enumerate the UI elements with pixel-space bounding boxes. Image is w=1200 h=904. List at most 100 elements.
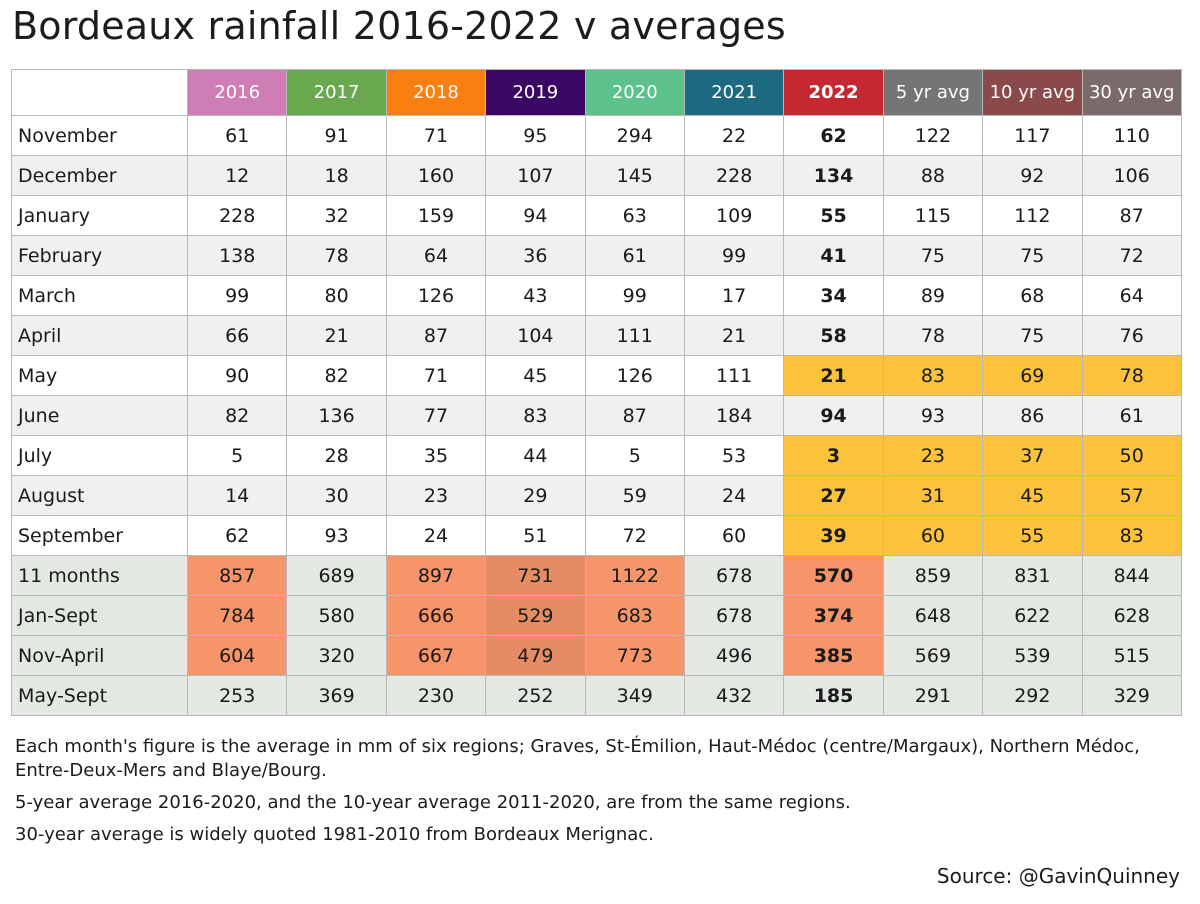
table-cell: 897 [385, 555, 487, 596]
table-cell: 648 [882, 595, 984, 636]
table-cell: 59 [584, 475, 685, 516]
chart-title: Bordeaux rainfall 2016-2022 v averages [12, 4, 786, 48]
row-label: February [11, 235, 188, 276]
table-cell: 329 [1081, 675, 1182, 716]
table-cell: 110 [1081, 115, 1182, 156]
table-row: February 138 78 64 36 61 99 41 75 75 72 [11, 235, 1182, 276]
table-cell: 93 [882, 395, 984, 436]
table-cell: 622 [982, 595, 1083, 636]
row-label: Jan-Sept [11, 595, 188, 636]
table-row: 11 months 857 689 897 731 1122 678 570 859 831 844 [11, 555, 1182, 596]
table-cell: 784 [186, 595, 288, 636]
table-cell: 75 [982, 235, 1083, 276]
table-row: April 66 21 87 104 111 21 58 78 75 76 [11, 315, 1182, 356]
table-cell: 94 [783, 395, 884, 436]
table-cell: 71 [385, 115, 487, 156]
table-cell: 320 [286, 635, 387, 676]
table-cell: 66 [186, 315, 288, 356]
row-label: January [11, 195, 188, 236]
table-cell: 844 [1081, 555, 1182, 596]
table-cell: 29 [485, 475, 586, 516]
table-cell: 36 [485, 235, 586, 276]
row-label: August [11, 475, 188, 516]
table-cell: 107 [485, 155, 586, 196]
table-cell: 87 [385, 315, 487, 356]
table-cell: 539 [982, 635, 1083, 676]
column-header: 2018 [385, 69, 487, 116]
table-cell: 60 [882, 515, 984, 556]
table-cell: 41 [783, 235, 884, 276]
table-cell: 55 [783, 195, 884, 236]
table-row: September 62 93 24 51 72 60 39 60 55 83 [11, 515, 1182, 556]
table-cell: 57 [1081, 475, 1182, 516]
row-label: July [11, 435, 188, 476]
header-corner [11, 69, 188, 116]
row-label: November [11, 115, 188, 156]
table-cell: 570 [783, 555, 884, 596]
table-cell: 82 [286, 355, 387, 396]
table-cell: 369 [286, 675, 387, 716]
table-cell: 22 [683, 115, 785, 156]
footnote-5-10-year: 5-year average 2016-2020, and the 10-yea… [15, 792, 851, 813]
table-cell: 432 [683, 675, 785, 716]
table-cell: 23 [882, 435, 984, 476]
table-cell: 831 [982, 555, 1083, 596]
table-cell: 55 [982, 515, 1083, 556]
row-label: June [11, 395, 188, 436]
table-cell: 43 [485, 275, 586, 316]
table-cell: 58 [783, 315, 884, 356]
row-label: December [11, 155, 188, 196]
table-cell: 678 [683, 555, 785, 596]
table-cell: 27 [783, 475, 884, 516]
table-cell: 159 [385, 195, 487, 236]
table-cell: 51 [485, 515, 586, 556]
table-cell: 63 [584, 195, 685, 236]
table-cell: 5 [584, 435, 685, 476]
table-cell: 3 [783, 435, 884, 476]
table-cell: 35 [385, 435, 487, 476]
row-label: September [11, 515, 188, 556]
table-cell: 64 [385, 235, 487, 276]
table-cell: 112 [982, 195, 1083, 236]
table-cell: 83 [882, 355, 984, 396]
table-cell: 37 [982, 435, 1083, 476]
table-cell: 50 [1081, 435, 1182, 476]
table-cell: 60 [683, 515, 785, 556]
table-cell: 689 [286, 555, 387, 596]
table-cell: 87 [1081, 195, 1182, 236]
table-cell: 39 [783, 515, 884, 556]
table-row: August 14 30 23 29 59 24 27 31 45 57 [11, 475, 1182, 516]
table-cell: 21 [683, 315, 785, 356]
row-label: March [11, 275, 188, 316]
table-cell: 91 [286, 115, 387, 156]
table-cell: 45 [982, 475, 1083, 516]
table-cell: 228 [186, 195, 288, 236]
table-cell: 253 [186, 675, 288, 716]
footnotes: Each month's figure is the average in mm… [15, 735, 1185, 855]
table-cell: 134 [783, 155, 884, 196]
table-cell: 228 [683, 155, 785, 196]
table-cell: 77 [385, 395, 487, 436]
table-cell: 61 [1081, 395, 1182, 436]
table-cell: 496 [683, 635, 785, 676]
source-credit: Source: @GavinQuinney [936, 864, 1180, 888]
table-cell: 61 [186, 115, 288, 156]
table-cell: 115 [882, 195, 984, 236]
table-cell: 44 [485, 435, 586, 476]
table-cell: 72 [584, 515, 685, 556]
table-cell: 580 [286, 595, 387, 636]
row-label: Nov-April [11, 635, 188, 676]
table-cell: 731 [485, 555, 586, 596]
table-cell: 5 [186, 435, 288, 476]
table-cell: 117 [982, 115, 1083, 156]
table-cell: 111 [584, 315, 685, 356]
table-cell: 12 [186, 155, 288, 196]
table-cell: 292 [982, 675, 1083, 716]
table-cell: 160 [385, 155, 487, 196]
table-cell: 95 [485, 115, 586, 156]
table-row: November 61 91 71 95 294 22 62 122 117 110 [11, 115, 1182, 156]
table-cell: 857 [186, 555, 288, 596]
table-row: July 5 28 35 44 5 53 3 23 37 50 [11, 435, 1182, 476]
table-cell: 78 [286, 235, 387, 276]
table-cell: 99 [683, 235, 785, 276]
